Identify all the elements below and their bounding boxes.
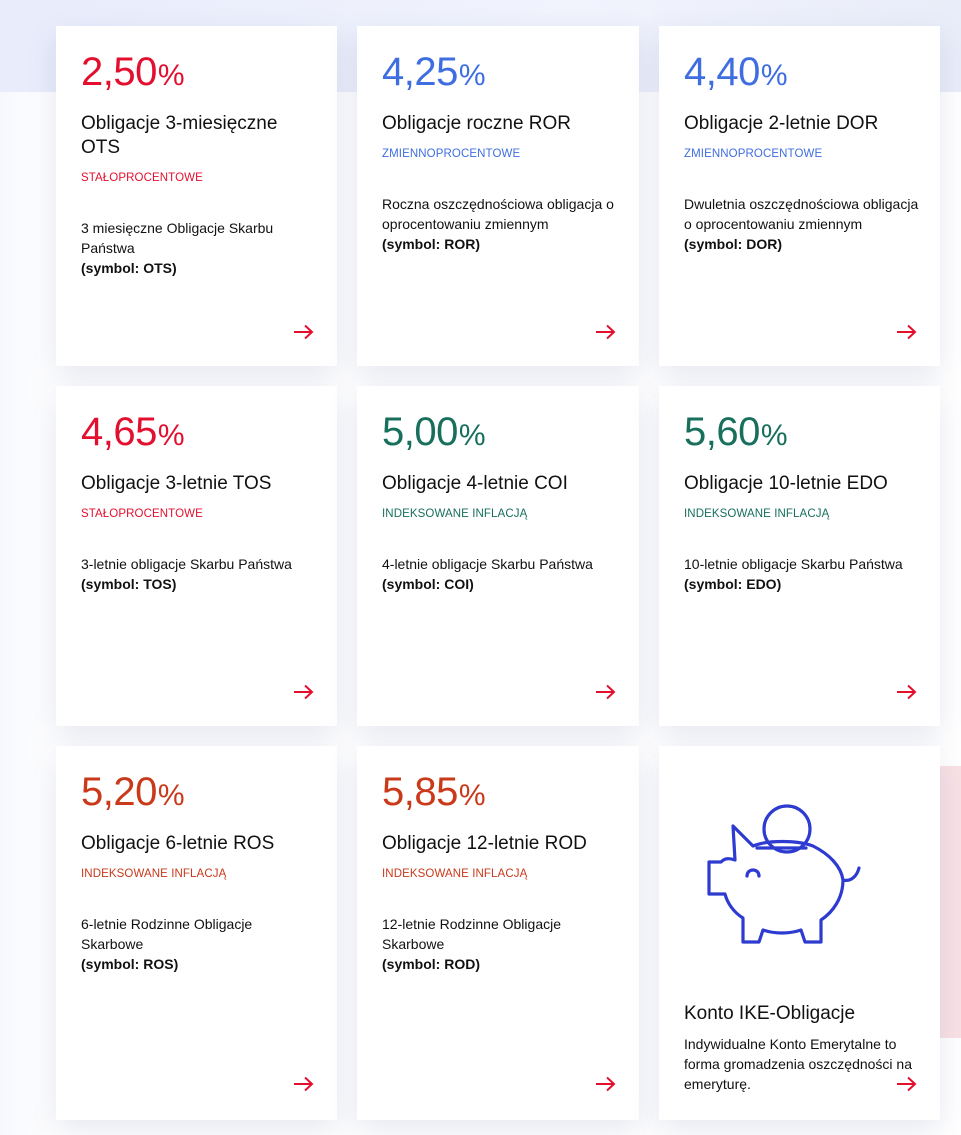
- interest-rate: 5,85%: [382, 770, 486, 814]
- bond-title: Obligacje 4-letnie COI: [382, 473, 568, 494]
- bond-card-ros[interactable]: 5,20% Obligacje 6-letnie ROS INDEKSOWANE…: [56, 746, 337, 1120]
- arrow-right-icon[interactable]: [293, 684, 315, 700]
- bond-description: 3 miesięczne Obligacje Skarbu Państwa (sy…: [81, 218, 316, 278]
- bond-title: Obligacje 2-letnie DOR: [684, 113, 879, 134]
- bond-description: 6-letnie Rodzinne Obligacje Skarbowe (sym…: [81, 914, 316, 974]
- bond-description: Roczna oszczędnościowa obligacja o oproc…: [382, 194, 617, 254]
- arrow-right-icon[interactable]: [293, 324, 315, 340]
- bond-card-dor[interactable]: 4,40% Obligacje 2-letnie DOR ZMIENNOPROC…: [659, 26, 940, 366]
- bond-symbol: (symbol: ROD): [382, 956, 480, 972]
- bond-type-tag: ZMIENNOPROCENTOWE: [684, 148, 823, 160]
- interest-rate: 5,00%: [382, 410, 486, 454]
- bond-type-tag: INDEKSOWANE INFLACJĄ: [382, 508, 528, 520]
- bond-symbol: (symbol: ROR): [382, 236, 480, 252]
- page-background: [0, 92, 60, 1135]
- bond-title: Obligacje roczne ROR: [382, 113, 572, 134]
- bond-title: Obligacje 3-letnie TOS: [81, 473, 272, 494]
- bond-card-rod[interactable]: 5,85% Obligacje 12-letnie ROD INDEKSOWAN…: [357, 746, 639, 1120]
- bond-title: Obligacje 12-letnie ROD: [382, 833, 587, 854]
- bond-card-tos[interactable]: 4,65% Obligacje 3-letnie TOS STAŁOPROCEN…: [56, 386, 337, 726]
- bond-description: 12-letnie Rodzinne Obligacje Skarbowe (sy…: [382, 914, 617, 974]
- bond-type-tag: INDEKSOWANE INFLACJĄ: [684, 508, 830, 520]
- bond-card-ror[interactable]: 4,25% Obligacje roczne ROR ZMIENNOPROCEN…: [357, 26, 639, 366]
- bond-description: 10-letnie obligacje Skarbu Państwa (symbo…: [684, 554, 919, 594]
- arrow-right-icon[interactable]: [293, 1076, 315, 1092]
- ike-card[interactable]: Konto IKE-Obligacje Indywidualne Konto E…: [659, 746, 940, 1120]
- bond-symbol: (symbol: OTS): [81, 260, 177, 276]
- bond-symbol: (symbol: DOR): [684, 236, 782, 252]
- bond-title: Obligacje 3-miesięczne OTS: [81, 113, 278, 158]
- bond-title: Obligacje 10-letnie EDO: [684, 473, 888, 494]
- bond-description: 3-letnie obligacje Skarbu Państwa (symbol…: [81, 554, 316, 594]
- bond-card-coi[interactable]: 5,00% Obligacje 4-letnie COI INDEKSOWANE…: [357, 386, 639, 726]
- bond-type-tag: INDEKSOWANE INFLACJĄ: [382, 868, 528, 880]
- bond-description: 4-letnie obligacje Skarbu Państwa (symbol…: [382, 554, 617, 594]
- interest-rate: 5,20%: [81, 770, 185, 814]
- interest-rate: 5,60%: [684, 410, 788, 454]
- arrow-right-icon[interactable]: [896, 324, 918, 340]
- bond-type-tag: STAŁOPROCENTOWE: [81, 172, 203, 184]
- interest-rate: 2,50%: [81, 50, 185, 94]
- side-decoration: [940, 766, 961, 1038]
- arrow-right-icon[interactable]: [595, 1076, 617, 1092]
- bond-title: Obligacje 6-letnie ROS: [81, 833, 275, 854]
- bond-description: Dwuletnia oszczędnościowa obligacja o op…: [684, 196, 919, 252]
- bond-type-tag: ZMIENNOPROCENTOWE: [382, 148, 521, 160]
- bond-card-edo[interactable]: 5,60% Obligacje 10-letnie EDO INDEKSOWAN…: [659, 386, 940, 726]
- interest-rate: 4,65%: [81, 410, 185, 454]
- bond-type-tag: INDEKSOWANE INFLACJĄ: [81, 868, 227, 880]
- interest-rate: 4,25%: [382, 50, 486, 94]
- bond-symbol: (symbol: ROS): [81, 956, 179, 972]
- bond-card-ots[interactable]: 2,50% Obligacje 3-miesięczne OTS STAŁOPR…: [56, 26, 337, 366]
- bond-symbol: (symbol: COI): [382, 576, 474, 592]
- bond-symbol: (symbol: TOS): [81, 576, 177, 592]
- arrow-right-icon[interactable]: [595, 684, 617, 700]
- arrow-right-icon[interactable]: [896, 1076, 918, 1092]
- piggy-bank-icon: [707, 804, 861, 944]
- ike-title: Konto IKE-Obligacje: [684, 1003, 856, 1024]
- bond-symbol: (symbol: EDO): [684, 576, 782, 592]
- interest-rate: 4,40%: [684, 50, 788, 94]
- arrow-right-icon[interactable]: [595, 324, 617, 340]
- bond-type-tag: STAŁOPROCENTOWE: [81, 508, 203, 520]
- ike-description: Indywidualne Konto Emerytalne to forma g…: [684, 1036, 913, 1092]
- arrow-right-icon[interactable]: [896, 684, 918, 700]
